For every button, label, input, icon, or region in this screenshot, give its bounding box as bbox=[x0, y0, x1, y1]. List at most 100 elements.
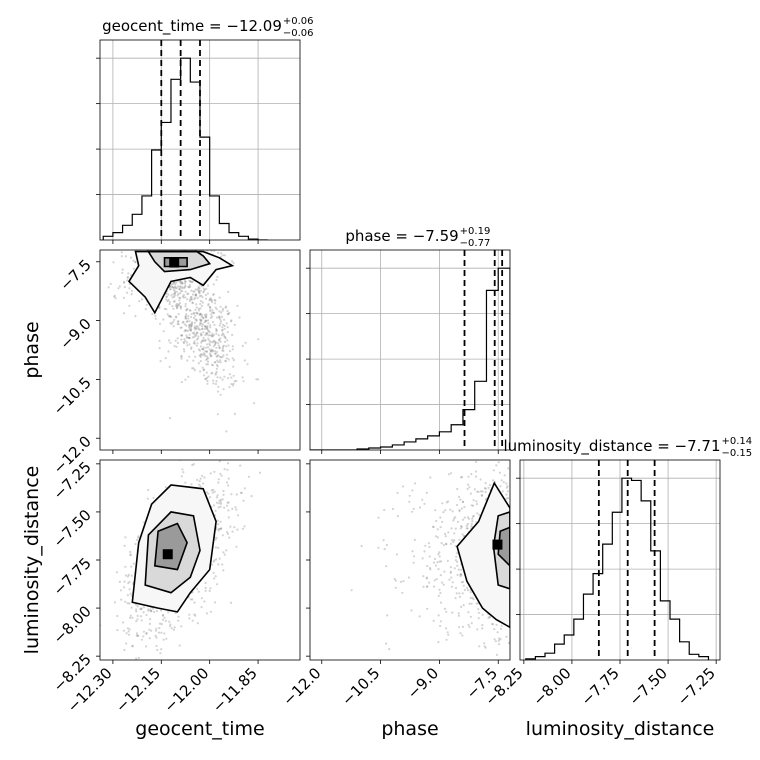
sample-point bbox=[213, 504, 216, 507]
sample-point bbox=[194, 296, 197, 299]
sample-point bbox=[202, 219, 204, 221]
sample-point bbox=[219, 520, 222, 523]
sample-point bbox=[226, 501, 229, 504]
sample-point bbox=[201, 366, 204, 369]
sample-point bbox=[528, 595, 530, 597]
sample-point bbox=[441, 502, 444, 505]
sample-point bbox=[524, 526, 526, 528]
sample-point bbox=[176, 304, 179, 307]
sample-point bbox=[215, 372, 218, 375]
sample-point bbox=[128, 588, 131, 591]
sample-point bbox=[164, 357, 167, 360]
sample-point bbox=[185, 317, 188, 320]
sample-point bbox=[174, 339, 177, 342]
sample-point bbox=[217, 506, 220, 509]
sample-point bbox=[532, 570, 534, 572]
sample-point bbox=[214, 546, 218, 549]
sample-point bbox=[236, 514, 240, 517]
sample-point bbox=[460, 568, 463, 571]
sample-point bbox=[223, 553, 226, 556]
sample-point bbox=[441, 520, 444, 524]
sample-point bbox=[135, 608, 138, 611]
sample-point bbox=[548, 543, 550, 545]
sample-point bbox=[256, 378, 260, 381]
sample-point bbox=[516, 598, 518, 600]
sample-point bbox=[213, 299, 216, 302]
sample-point bbox=[130, 574, 133, 577]
contour-1-1 bbox=[144, 511, 201, 594]
sample-point bbox=[429, 568, 432, 571]
sample-point bbox=[197, 335, 200, 338]
sample-point bbox=[200, 314, 204, 317]
sample-point bbox=[215, 367, 218, 370]
sample-point bbox=[188, 355, 191, 358]
sample-point bbox=[468, 486, 471, 489]
sample-point bbox=[169, 315, 172, 318]
sample-point bbox=[169, 246, 171, 248]
sample-point bbox=[202, 291, 205, 294]
sample-point bbox=[471, 517, 474, 520]
sample-point bbox=[216, 376, 219, 379]
sample-point bbox=[226, 468, 229, 471]
sample-point bbox=[149, 618, 152, 621]
sample-point bbox=[179, 306, 182, 309]
sample-point bbox=[534, 620, 536, 622]
sample-point bbox=[188, 336, 191, 340]
sample-point bbox=[231, 357, 234, 360]
sample-point bbox=[492, 623, 495, 626]
sample-point bbox=[476, 628, 479, 631]
sample-point bbox=[167, 611, 170, 614]
contour-2-2 bbox=[497, 526, 510, 567]
sample-point bbox=[200, 322, 203, 325]
sample-point bbox=[160, 648, 163, 651]
sample-point bbox=[135, 657, 138, 660]
sample-point bbox=[220, 246, 222, 248]
sample-point bbox=[208, 344, 212, 347]
sample-point bbox=[163, 632, 166, 635]
sample-point bbox=[163, 307, 166, 310]
sample-point bbox=[181, 334, 184, 337]
sample-point bbox=[184, 481, 187, 484]
sample-point bbox=[190, 315, 193, 319]
sample-point bbox=[169, 322, 172, 325]
sample-point bbox=[228, 536, 231, 539]
sample-point bbox=[180, 244, 182, 246]
sample-point bbox=[182, 247, 184, 249]
sample-point bbox=[474, 475, 478, 478]
sample-point bbox=[126, 602, 129, 605]
sample-point bbox=[219, 340, 222, 343]
sample-point bbox=[222, 569, 225, 572]
sample-point bbox=[516, 567, 518, 569]
sample-point bbox=[156, 648, 159, 652]
sample-point bbox=[194, 308, 197, 311]
sample-point bbox=[185, 334, 188, 337]
sample-point bbox=[170, 315, 173, 319]
sample-point bbox=[211, 349, 215, 352]
sample-point bbox=[194, 293, 197, 297]
sample-point bbox=[172, 282, 175, 285]
sample-point bbox=[461, 475, 464, 479]
sample-point bbox=[207, 322, 210, 325]
sample-point bbox=[130, 293, 133, 296]
sample-point bbox=[160, 623, 163, 626]
sample-point bbox=[179, 297, 182, 300]
sample-point bbox=[170, 244, 172, 246]
sample-point bbox=[161, 614, 164, 617]
sample-point bbox=[220, 474, 223, 477]
sample-point bbox=[459, 575, 462, 578]
sample-point bbox=[454, 516, 457, 519]
sample-point bbox=[217, 546, 220, 550]
sample-point bbox=[242, 380, 245, 383]
sample-point bbox=[483, 487, 486, 490]
sample-point bbox=[187, 336, 191, 339]
sample-point bbox=[158, 347, 161, 350]
sample-point bbox=[465, 586, 469, 590]
sample-point bbox=[164, 486, 168, 489]
sample-point bbox=[408, 494, 411, 497]
sample-point bbox=[439, 574, 442, 577]
sample-point bbox=[224, 306, 227, 309]
sample-point bbox=[204, 325, 207, 328]
sample-point bbox=[475, 602, 478, 605]
xticklabel-phase-1: −10.5 bbox=[338, 664, 383, 709]
sample-point bbox=[472, 504, 475, 507]
